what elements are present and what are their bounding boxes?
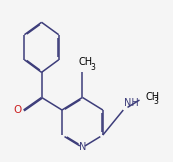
Text: 3: 3 xyxy=(91,63,95,71)
Text: CH: CH xyxy=(79,57,93,67)
Text: CH: CH xyxy=(145,92,160,102)
Text: NH: NH xyxy=(124,98,139,108)
Text: O: O xyxy=(14,105,22,115)
Text: N: N xyxy=(79,143,86,152)
Text: 3: 3 xyxy=(154,97,159,106)
